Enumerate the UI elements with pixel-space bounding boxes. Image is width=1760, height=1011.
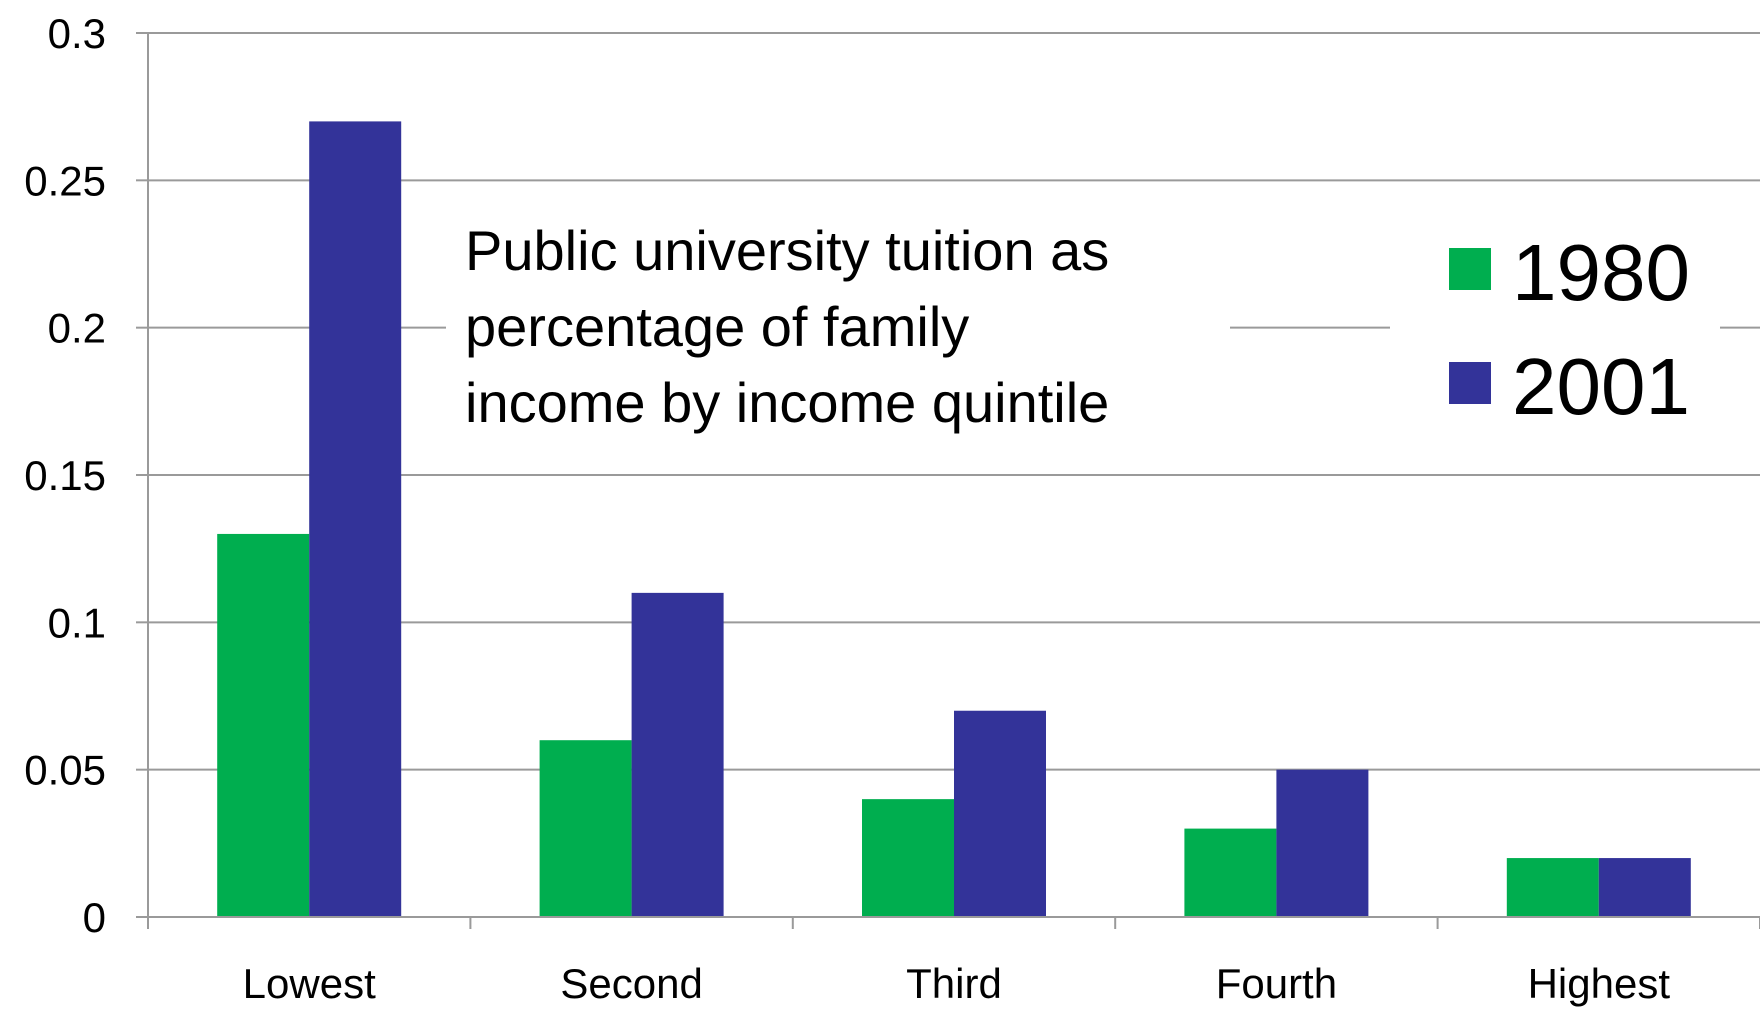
x-tick-label: Highest [1528, 960, 1671, 1007]
x-tick-label: Lowest [243, 960, 376, 1007]
y-tick-label: 0.15 [24, 452, 106, 499]
y-tick-label: 0.05 [24, 747, 106, 794]
annotation-line-3: income by income quintile [465, 371, 1109, 434]
bar-2001-second [631, 592, 724, 917]
bar-1980-second [539, 740, 632, 917]
annotation-background [446, 205, 1230, 445]
bar-1980-highest [1506, 858, 1599, 917]
bar-2001-third [954, 710, 1046, 917]
x-tick-labels: Lowest Second Third Fourth Highest [243, 960, 1671, 1007]
legend-swatch-2001 [1449, 362, 1491, 404]
bar-1980-fourth [1184, 828, 1277, 917]
legend-label-1980: 1980 [1512, 228, 1690, 317]
bar-2001-fourth [1276, 769, 1369, 917]
y-tick-label: 0 [83, 894, 106, 941]
bar-1980-lowest [217, 533, 310, 917]
annotation-line-1: Public university tuition as [465, 219, 1109, 282]
legend: 1980 2001 [1390, 215, 1720, 440]
y-tick-label: 0.1 [48, 599, 106, 646]
y-tick-label: 0.25 [24, 157, 106, 204]
legend-swatch-1980 [1449, 248, 1491, 290]
y-tick-label: 0.3 [48, 10, 106, 57]
x-tick-label: Second [560, 960, 702, 1007]
annotation-text: Public university tuition as percentage … [465, 219, 1125, 434]
x-tick-label: Third [906, 960, 1002, 1007]
bar-2001-lowest [309, 121, 402, 917]
legend-background [1390, 215, 1720, 440]
bar-2001-highest [1598, 858, 1691, 917]
annotation-line-2: percentage of family [465, 295, 969, 358]
y-tick-labels: 0 0.05 0.1 0.15 0.2 0.25 0.3 [24, 10, 106, 941]
gridlines [148, 32, 1760, 771]
bar-1980-third [862, 799, 954, 917]
y-tick-label: 0.2 [48, 305, 106, 352]
legend-label-2001: 2001 [1512, 342, 1690, 431]
axes [136, 32, 1760, 929]
x-tick-label: Fourth [1216, 960, 1337, 1007]
bars [217, 121, 1691, 917]
